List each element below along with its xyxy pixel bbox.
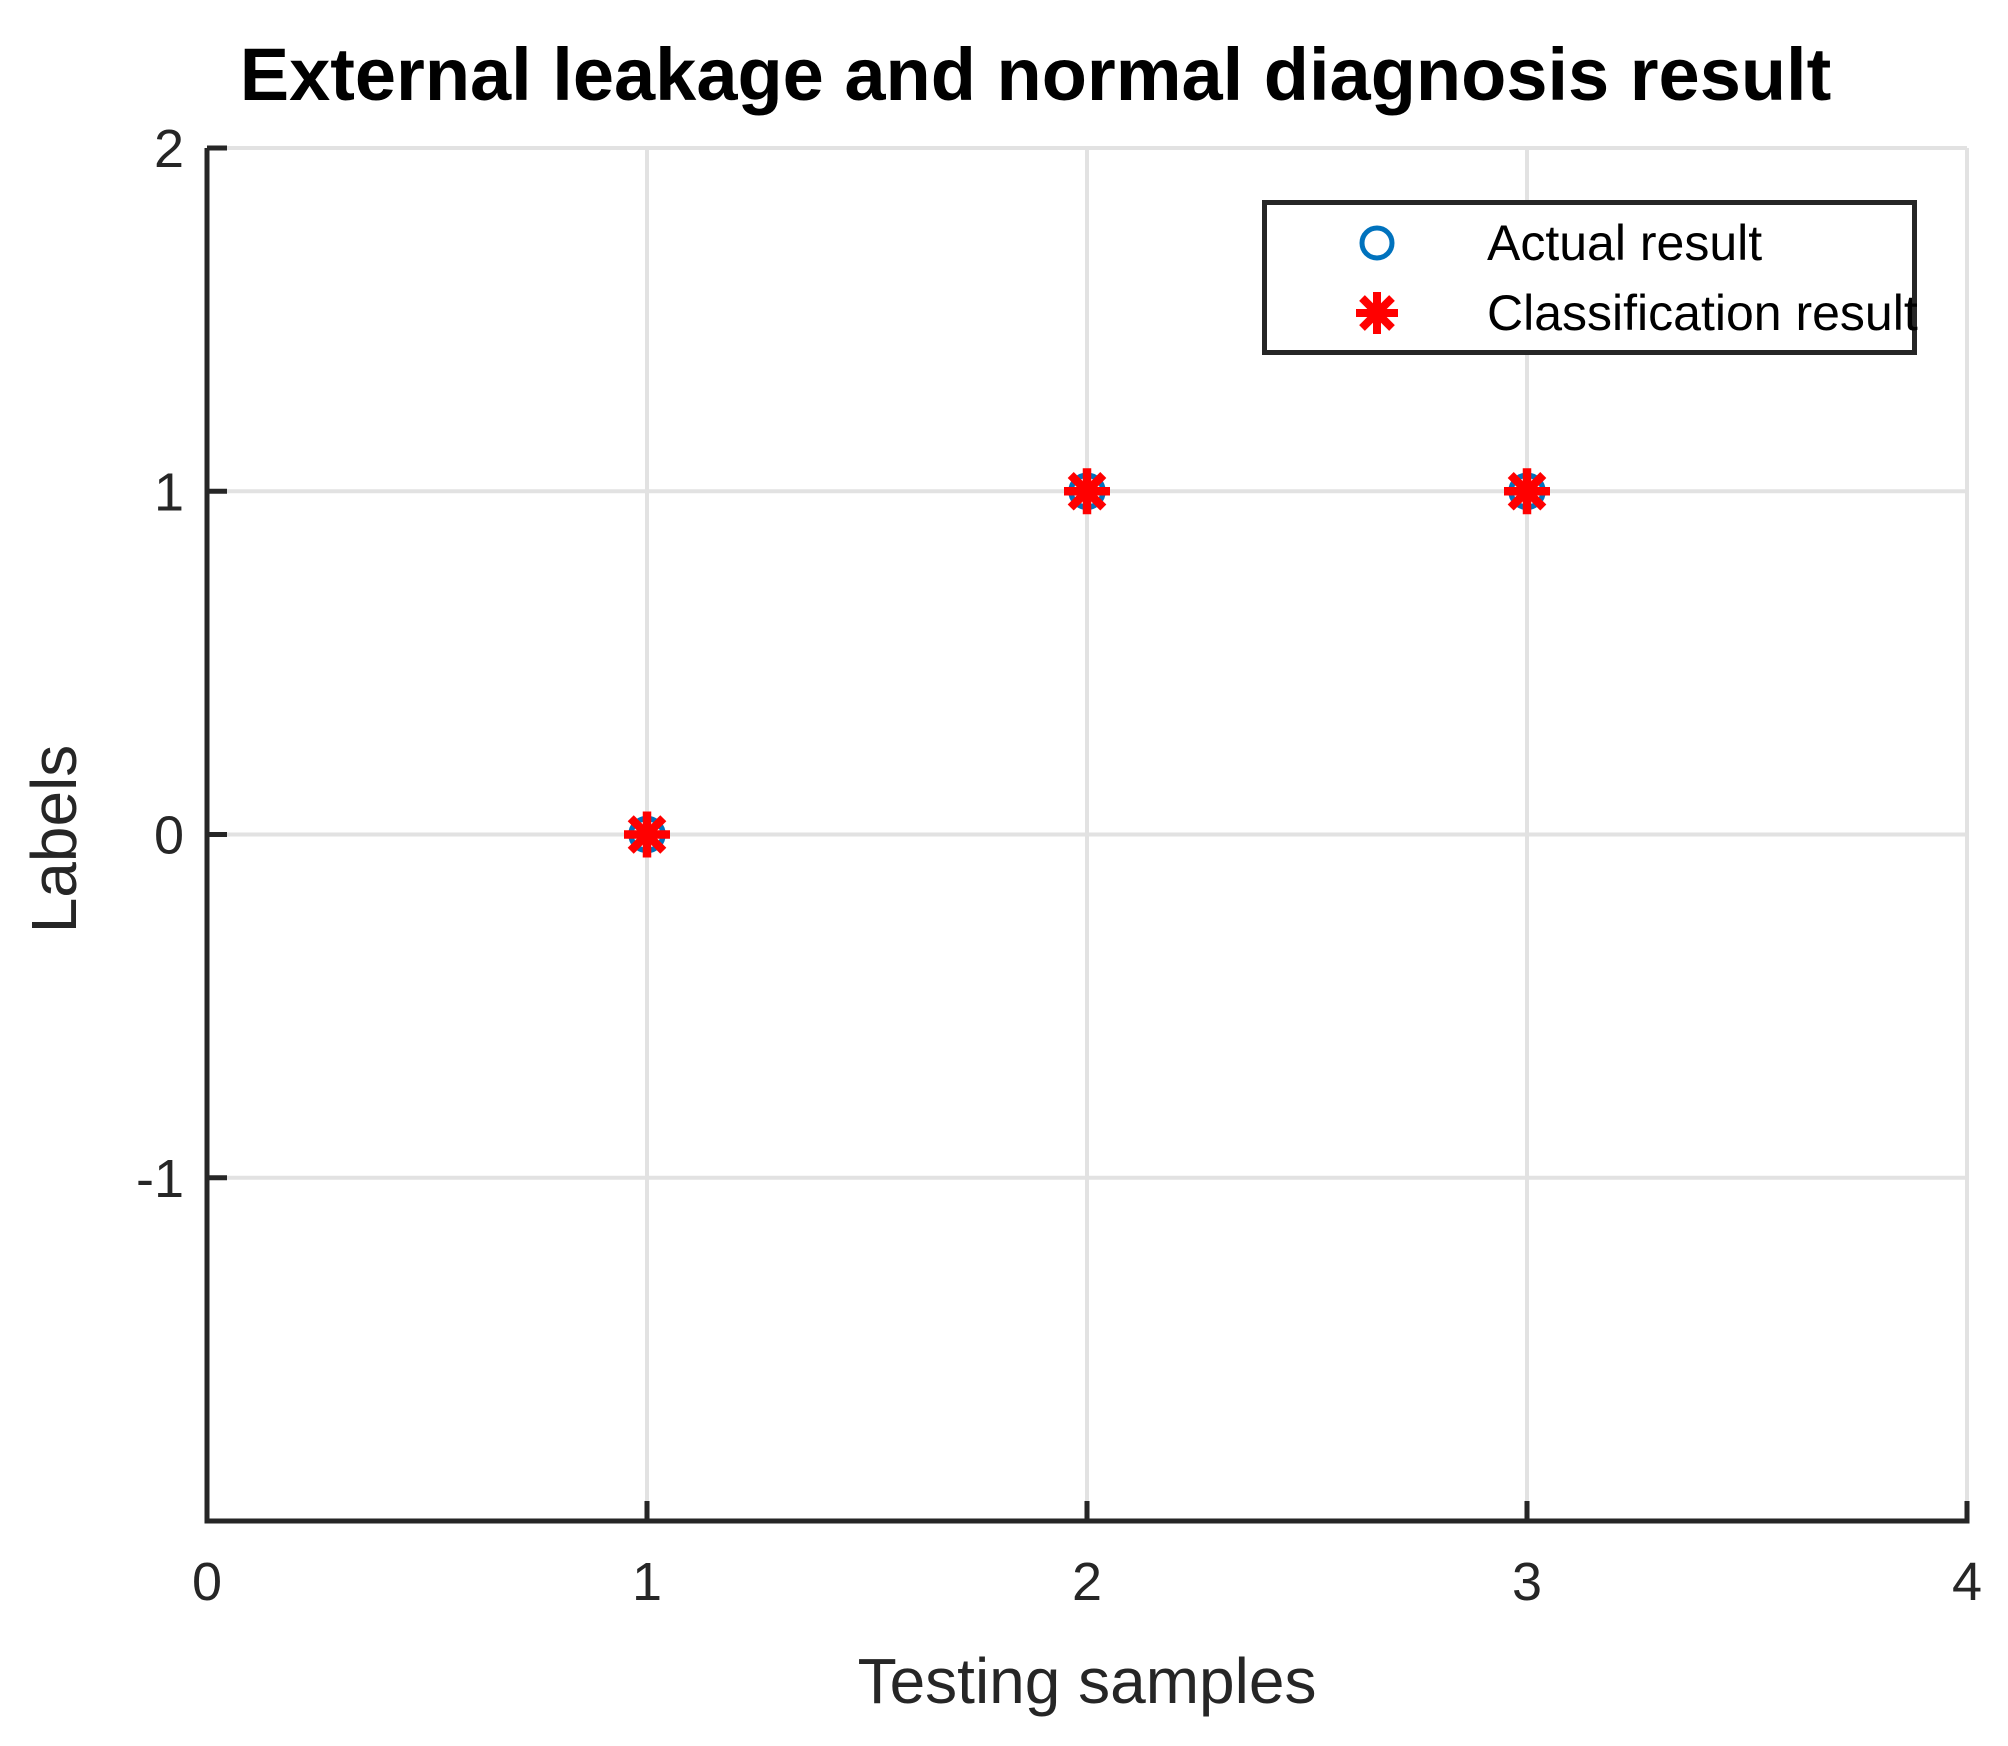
y-tick-label: -1 <box>136 1149 184 1209</box>
asterisk-line <box>1067 471 1107 511</box>
legend-item-classification-result: Classification result <box>1267 278 1918 348</box>
chart-title: External leakage and normal diagnosis re… <box>239 33 1832 116</box>
y-tick-label: 2 <box>154 119 184 179</box>
classification-point-marker <box>1504 468 1550 515</box>
y-tick-label: 0 <box>154 806 184 866</box>
x-axis-label: Testing samples <box>857 1645 1317 1717</box>
classification-point-marker <box>1064 468 1110 515</box>
asterisk-marker-icon <box>1356 291 1398 334</box>
legend-marker-cell <box>1267 288 1487 338</box>
legend-label: Actual result <box>1487 214 1763 271</box>
x-tick-label: 0 <box>192 1552 222 1612</box>
x-tick-label: 1 <box>632 1552 662 1612</box>
legend: Actual result Classification result <box>1262 200 1918 355</box>
asterisk-line <box>627 815 667 854</box>
legend-marker-cell <box>1267 221 1487 265</box>
x-tick-label: 3 <box>1512 1552 1542 1612</box>
y-tick-label: 1 <box>154 462 184 522</box>
legend-item-actual-result: Actual result <box>1267 208 1912 278</box>
classification-point-marker <box>624 811 670 858</box>
x-tick-label: 2 <box>1072 1552 1102 1612</box>
x-tick-label: 4 <box>1952 1552 1982 1612</box>
asterisk-line <box>1507 471 1547 511</box>
legend-label: Classification result <box>1487 284 1918 341</box>
y-axis-label: Labels <box>18 744 90 934</box>
circle-marker-icon <box>1359 225 1395 260</box>
